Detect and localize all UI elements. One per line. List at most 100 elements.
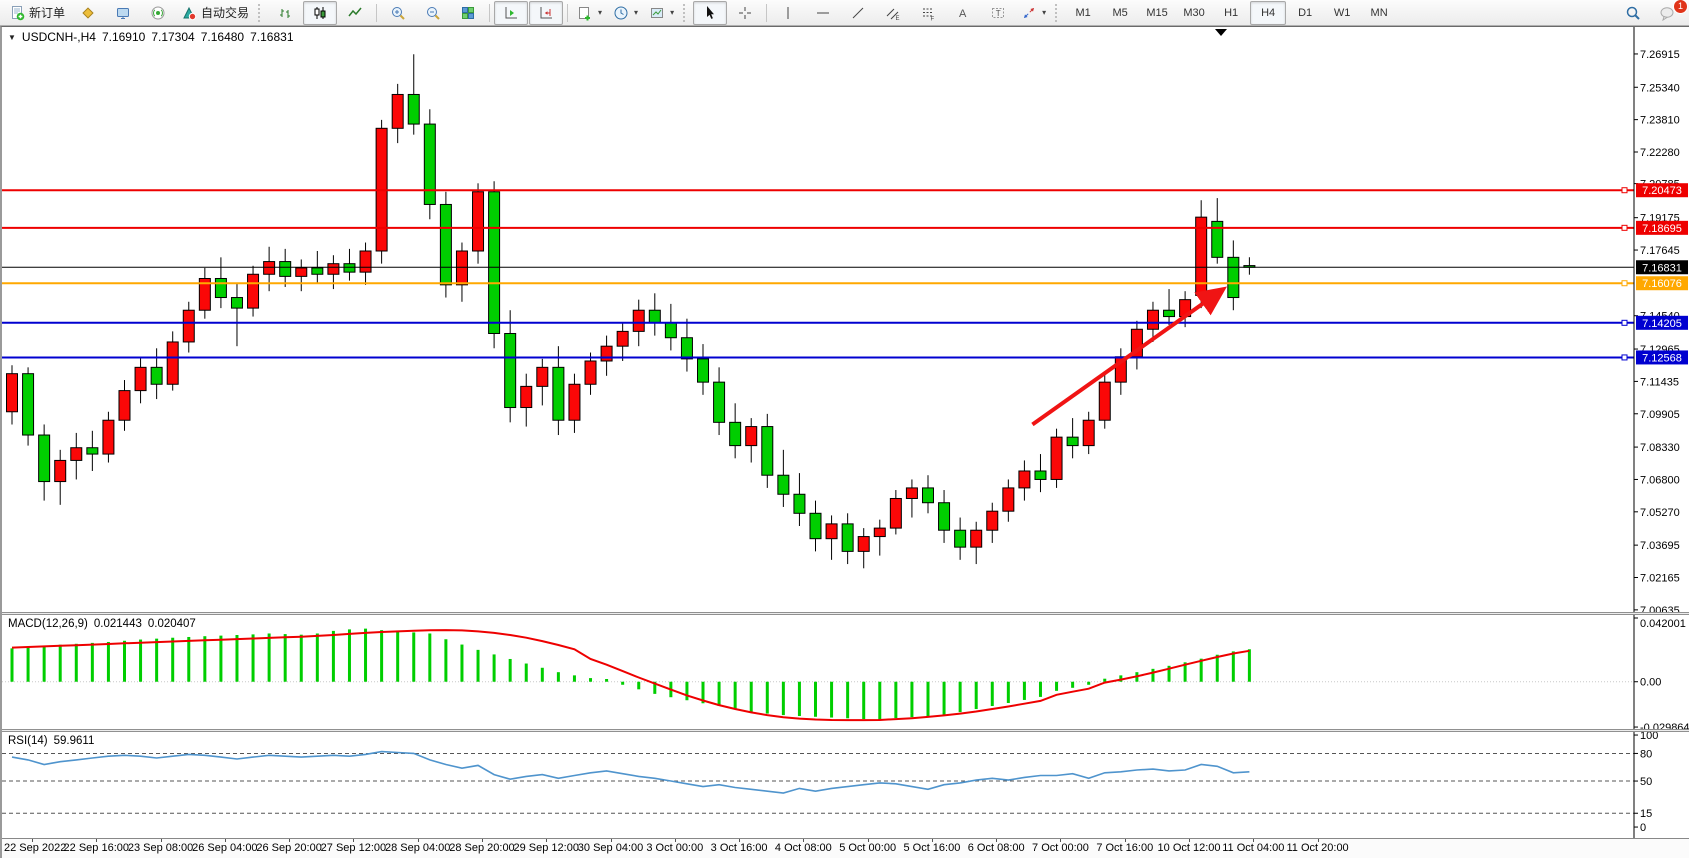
candle: [648, 309, 661, 324]
candle: [905, 487, 918, 499]
time-axis[interactable]: 22 Sep 2022 22 Sep 16:00 23 Sep 08:00 26 Se…: [2, 838, 1689, 858]
timeframe-button-m15[interactable]: M15: [1146, 6, 1168, 19]
price-tag: [1636, 350, 1688, 365]
macd-label: MACD(12,26,9) 0.021443 0.020407: [8, 618, 196, 630]
candle: [407, 93, 420, 125]
pane-separator[interactable]: [2, 612, 1689, 615]
macd-name: MACD(12,26,9): [8, 618, 88, 630]
candle: [921, 487, 934, 504]
timeframe-button-m5[interactable]: M5: [1112, 6, 1128, 19]
pane-separator[interactable]: [2, 729, 1689, 732]
zoom-out-button[interactable]: [416, 1, 450, 25]
time-axis-tick: [481, 839, 483, 842]
zoom-in-button[interactable]: [381, 1, 415, 25]
timeframe-button-mn[interactable]: MN: [1370, 6, 1388, 19]
line-handle[interactable]: [1621, 319, 1628, 326]
timeframe-button-h4[interactable]: H4: [1250, 0, 1287, 25]
candle: [1018, 470, 1031, 489]
timeframe-button-d1[interactable]: D1: [1298, 6, 1313, 19]
line-handle[interactable]: [1621, 280, 1628, 287]
candle: [359, 250, 372, 273]
chart-title: ▼ USDCNH-,H4 7.16910 7.17304 7.16480 7.1…: [8, 30, 294, 44]
line-handle[interactable]: [1621, 224, 1628, 231]
chevron-down-icon: ▾: [634, 8, 639, 17]
crosshair-button[interactable]: [728, 1, 762, 25]
rsi-chart: 100 80 50 15 0: [2, 732, 1658, 838]
cursor-button[interactable]: [693, 0, 728, 25]
search-button[interactable]: [1616, 1, 1650, 25]
candle: [986, 510, 999, 531]
candle: [102, 419, 115, 455]
time-axis-tick: [417, 839, 419, 842]
chart-shift-icon: [540, 6, 553, 18]
trendline-button[interactable]: [841, 1, 875, 25]
chevron-down-icon: ▾: [598, 8, 603, 17]
price-pane: 7.269157.253407.238107.222807.207857.191…: [2, 27, 1689, 612]
candle: [761, 426, 774, 476]
auto-trading-icon: [183, 6, 197, 20]
channel-button[interactable]: E: [876, 1, 910, 25]
templates-button[interactable]: ▾: [644, 1, 679, 25]
trend-arrow[interactable]: [1031, 286, 1227, 427]
time-label: 26 Sep 20:00: [256, 842, 322, 854]
arrows-button[interactable]: ▾: [1016, 1, 1051, 25]
chat-button[interactable]: 1: [1651, 0, 1688, 25]
new-order-button[interactable]: 新订单: [4, 1, 70, 25]
indicators-icon: [579, 6, 591, 20]
price-tag-label: 7.12568: [1642, 352, 1682, 364]
candle: [150, 366, 163, 385]
candle: [488, 191, 501, 334]
time-label: 23 Sep 08:00: [127, 842, 194, 854]
auto-scroll-button[interactable]: [494, 0, 529, 25]
fibonacci-button[interactable]: F: [911, 1, 945, 25]
market-watch-button[interactable]: [71, 1, 105, 25]
chart-shift-marker[interactable]: [1215, 29, 1227, 36]
candle: [198, 277, 211, 311]
text-button[interactable]: A: [946, 1, 980, 25]
indicators-button[interactable]: ▾: [572, 1, 607, 25]
timeframe-button-h1[interactable]: H1: [1224, 6, 1239, 19]
time-label: 26 Sep 04:00: [192, 842, 258, 854]
time-axis-tick: [931, 839, 933, 842]
candle: [166, 341, 179, 385]
auto-trading-button[interactable]: 自动交易: [176, 1, 254, 25]
candle: [327, 263, 340, 275]
label-button[interactable]: T: [981, 1, 1015, 25]
signals-button[interactable]: [141, 1, 175, 25]
candle: [954, 529, 967, 548]
line-handle[interactable]: [1621, 187, 1628, 194]
time-axis-tick: [739, 839, 741, 842]
time-axis-tick: [610, 839, 612, 842]
candle: [729, 421, 742, 447]
time-label: 28 Sep 20:00: [449, 842, 515, 854]
time-axis-tick: [867, 839, 869, 842]
line-handle[interactable]: [1621, 354, 1628, 361]
navigator-button[interactable]: [106, 1, 140, 25]
timeframe-button-w1[interactable]: W1: [1333, 6, 1351, 19]
candle: [1211, 220, 1224, 258]
candlestick-chart-icon: [314, 6, 326, 19]
timeframe-button-m30[interactable]: M30: [1183, 6, 1205, 19]
price-tag-label: 7.16076: [1642, 278, 1682, 290]
chart-dropdown-icon[interactable]: ▼: [8, 32, 16, 42]
candle: [536, 366, 549, 387]
templates-icon: [651, 7, 664, 18]
macd-value-signal: 0.020407: [147, 618, 196, 630]
vertical-line-button[interactable]: [771, 1, 805, 25]
periods-button[interactable]: ▾: [608, 1, 643, 25]
svg-text:A: A: [959, 8, 967, 20]
bar-chart-button[interactable]: [268, 1, 302, 25]
line-chart-button[interactable]: [338, 1, 372, 25]
arrows-icon: [1024, 7, 1035, 18]
chart-shift-button[interactable]: [529, 0, 564, 25]
horizontal-line-icon: [817, 12, 830, 13]
candle: [1066, 436, 1079, 447]
timeframe-button-m1[interactable]: M1: [1075, 6, 1091, 19]
candlestick-chart-button[interactable]: [303, 0, 338, 25]
new-order-label: 新订单: [29, 6, 66, 20]
macd-pane: 0.042001 0.00 -0.029864 MACD(12,26,9) 0.02…: [2, 615, 1689, 729]
toolbar-separator: [766, 3, 768, 22]
tile-windows-button[interactable]: [451, 1, 485, 25]
horizontal-line-button[interactable]: [806, 1, 840, 25]
toolbar-separator: [567, 3, 569, 22]
